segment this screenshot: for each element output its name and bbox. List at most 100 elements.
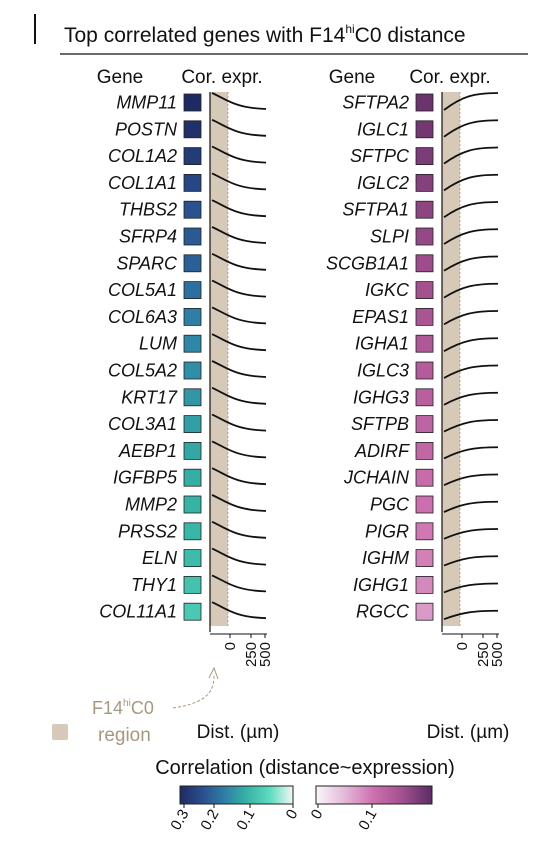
gene-label: IGLC2 (357, 173, 409, 193)
expression-curve (443, 555, 499, 567)
expression-curve (211, 574, 267, 593)
gene-label: AEBP1 (118, 441, 177, 461)
correlation-cell (183, 549, 202, 567)
gene-label: SFTPB (351, 414, 409, 434)
correlation-cell (415, 120, 434, 139)
expression-curve (211, 279, 267, 298)
region-legend-label: region (98, 725, 151, 746)
gene-label: IGLC1 (357, 119, 409, 139)
region-annotation-text: F14 (92, 698, 123, 718)
gene-label: THY1 (131, 575, 177, 595)
expression-curve (443, 500, 499, 513)
correlation-cell (183, 361, 202, 380)
gene-label: COL11A1 (99, 602, 177, 622)
correlation-cell (183, 200, 202, 219)
expression-curve (443, 282, 499, 299)
panel-positive: Gene Cor. expr.SFTPA2 IGLC1 SFTPC IGLC2 SFTPA… (326, 67, 509, 743)
expression-curve (443, 119, 499, 138)
expression-curve (211, 467, 267, 486)
correlation-cell (415, 93, 434, 112)
expression-curve (211, 118, 267, 137)
correlation-cell (415, 468, 434, 487)
correlation-cell (183, 576, 202, 594)
gene-label: ADIRF (354, 441, 410, 461)
panel-negative: Gene Cor. expr.MMP11 POSTN COL1A2 COL1A1 THBS… (97, 67, 280, 743)
expression-curve (443, 609, 499, 621)
correlation-cell (183, 415, 202, 434)
colorbar-tick-label: 0.3 (167, 807, 192, 834)
region-annotation-arrowhead (208, 666, 219, 680)
correlation-cell (415, 576, 434, 594)
expression-curve (443, 391, 499, 406)
region-legend-swatch (52, 724, 68, 740)
correlation-cell (415, 173, 434, 192)
correlation-cell (183, 468, 202, 487)
correlation-cell (183, 441, 202, 460)
gene-label: IGLC3 (357, 361, 409, 381)
gene-label: POSTN (115, 119, 178, 139)
expression-curve (211, 440, 267, 459)
chart-title: Top correlated genes with F14hiC0 distan… (64, 22, 466, 47)
gene-label: PIGR (365, 521, 409, 541)
correlation-cell (415, 254, 434, 273)
gene-label: SLPI (370, 227, 409, 247)
colorbar-tick-label: 0 (308, 807, 327, 823)
panel-edge-mark (34, 14, 36, 44)
gene-label: PGC (370, 495, 410, 515)
correlation-cell (415, 227, 434, 246)
correlation-cell (415, 147, 434, 166)
gene-label: PRSS2 (118, 521, 177, 541)
gene-label: ELN (142, 548, 178, 568)
expression-curve (443, 201, 499, 218)
correlation-cell (415, 200, 434, 219)
region-band (442, 92, 460, 626)
region-annotation-arrow (172, 675, 215, 709)
expression-curve (443, 528, 499, 540)
expression-curve (443, 310, 499, 326)
correlation-cell (183, 147, 202, 166)
header-gene: Gene (97, 67, 143, 88)
correlation-cell (183, 522, 202, 541)
region-annotation-label: F14hiC0 (92, 698, 154, 718)
gene-label: MMP11 (116, 93, 177, 113)
x-tick-label: 0 (454, 642, 471, 650)
correlation-cell (183, 173, 202, 192)
expression-curve (443, 255, 499, 272)
correlation-cell (183, 388, 202, 407)
correlation-cell (415, 415, 434, 434)
expression-curve (211, 172, 267, 191)
gene-label: IGHM (362, 548, 409, 568)
correlation-cell (415, 361, 434, 380)
correlation-cell (183, 281, 202, 300)
expression-curve (211, 199, 267, 218)
expression-curve (211, 226, 267, 244)
region-band (210, 92, 228, 626)
colorbar-negative (179, 785, 294, 805)
gene-label: IGHG1 (353, 575, 409, 595)
gene-label: IGHA1 (355, 334, 409, 354)
correlation-cell (415, 281, 434, 300)
correlation-cell (415, 307, 434, 326)
title-text: Top correlated genes with F14 (64, 24, 346, 47)
correlation-cell (415, 441, 434, 460)
x-tick-label: 500 (257, 642, 274, 667)
gene-label: SFTPA2 (342, 93, 409, 113)
expression-curve (211, 601, 267, 620)
header-gene: Gene (329, 67, 375, 88)
gene-label: COL1A2 (108, 146, 177, 166)
gene-label: LUM (139, 334, 177, 354)
gene-label: COL5A2 (108, 361, 177, 381)
gene-label: MMP2 (125, 495, 177, 515)
expression-curve (211, 520, 267, 539)
expression-curve (443, 446, 499, 460)
correlation-cell (415, 602, 434, 621)
header-cor-expr: Cor. expr. (409, 67, 490, 88)
x-tick-label: 250 (475, 642, 492, 667)
x-tick-label: 0 (222, 642, 239, 650)
region-annotation-sup: hi (123, 698, 131, 709)
colorbar-tick-label: 0.1 (355, 807, 380, 834)
gene-label: SFTPA1 (342, 200, 409, 220)
gene-label: COL1A1 (108, 173, 177, 193)
colorbar-title: Correlation (distance~expression) (155, 757, 455, 779)
expression-curve (443, 92, 499, 111)
